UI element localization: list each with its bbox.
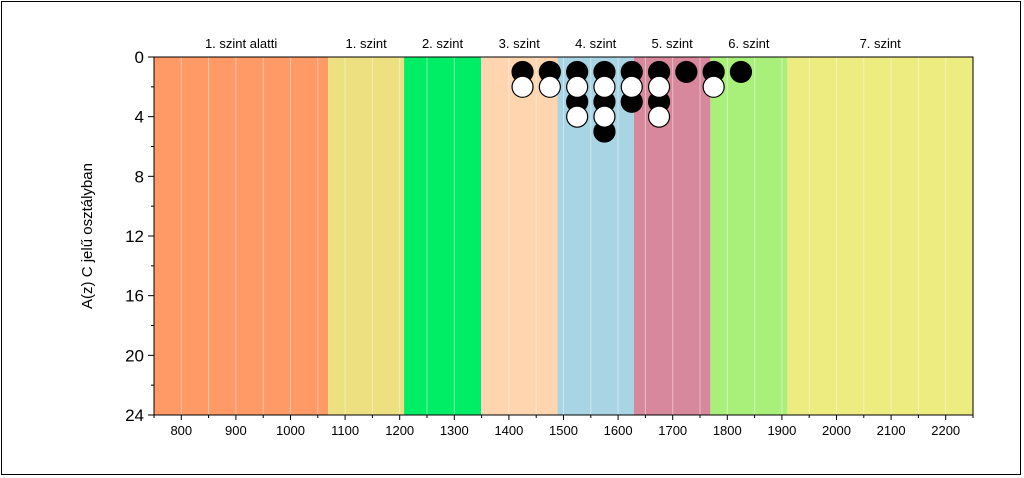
- level-label: 4. szint: [575, 36, 617, 51]
- x-tick-label: 1200: [385, 423, 414, 438]
- data-point: [593, 75, 616, 98]
- level-label: 3. szint: [499, 36, 541, 51]
- level-band: [633, 57, 711, 415]
- data-point: [566, 105, 589, 128]
- level-band: [787, 57, 973, 415]
- y-tick-label: 0: [135, 48, 144, 67]
- data-point: [620, 75, 643, 98]
- y-axis: 0 4 8 12 16 20 24: [125, 48, 154, 425]
- x-tick-label: 2200: [931, 423, 960, 438]
- x-tick-label: 1100: [331, 423, 359, 438]
- level-band: [404, 57, 482, 415]
- x-tick-label: 800: [170, 423, 192, 438]
- y-tick-label: 16: [125, 287, 144, 306]
- level-band: [328, 57, 405, 415]
- data-point: [702, 75, 725, 98]
- data-point: [593, 105, 616, 128]
- x-tick-label: 1900: [767, 423, 796, 438]
- level-band: [710, 57, 788, 415]
- data-points: [511, 60, 753, 143]
- x-tick-label: 1800: [713, 423, 742, 438]
- y-tick-label: 12: [125, 227, 144, 246]
- x-tick-label: 1700: [658, 423, 687, 438]
- level-labels: 1. szint alatti 1. szint 2. szint 3. szint 4…: [205, 36, 901, 51]
- y-tick-label: 20: [125, 346, 144, 365]
- x-tick-label: 900: [225, 423, 247, 438]
- data-point: [647, 75, 671, 98]
- x-tick-label: 1400: [494, 423, 523, 438]
- data-point: [566, 75, 589, 98]
- level-label: 7. szint: [860, 36, 902, 51]
- data-point: [647, 105, 671, 128]
- level-label: 6. szint: [728, 36, 770, 51]
- level-band: [154, 57, 329, 415]
- data-point: [511, 75, 534, 98]
- x-tick-label: 2100: [877, 423, 906, 438]
- x-tick-label: 1300: [440, 423, 469, 438]
- y-tick-label: 8: [135, 167, 144, 186]
- x-axis: 800 900 1000 1100 1200 1300 1400 1500 1600 1700 18…: [153, 415, 974, 438]
- data-point: [538, 75, 561, 98]
- x-tick-label: 1000: [276, 423, 305, 438]
- x-tick-label: 1500: [549, 423, 578, 438]
- y-tick-label: 4: [135, 108, 144, 127]
- level-label: 2. szint: [422, 36, 464, 51]
- x-tick-label: 1600: [604, 423, 633, 438]
- grid-lines: [180, 57, 947, 415]
- y-tick-label: 24: [125, 406, 144, 425]
- level-label: 5. szint: [652, 36, 694, 51]
- data-point: [729, 60, 753, 84]
- level-label: 1. szint: [346, 36, 388, 51]
- x-tick-label: 2000: [822, 423, 851, 438]
- level-band: [481, 57, 558, 415]
- level-label: 1. szint alatti: [205, 36, 277, 51]
- data-point: [675, 60, 698, 84]
- y-axis-title: A(z) C jelű osztályban: [79, 163, 96, 309]
